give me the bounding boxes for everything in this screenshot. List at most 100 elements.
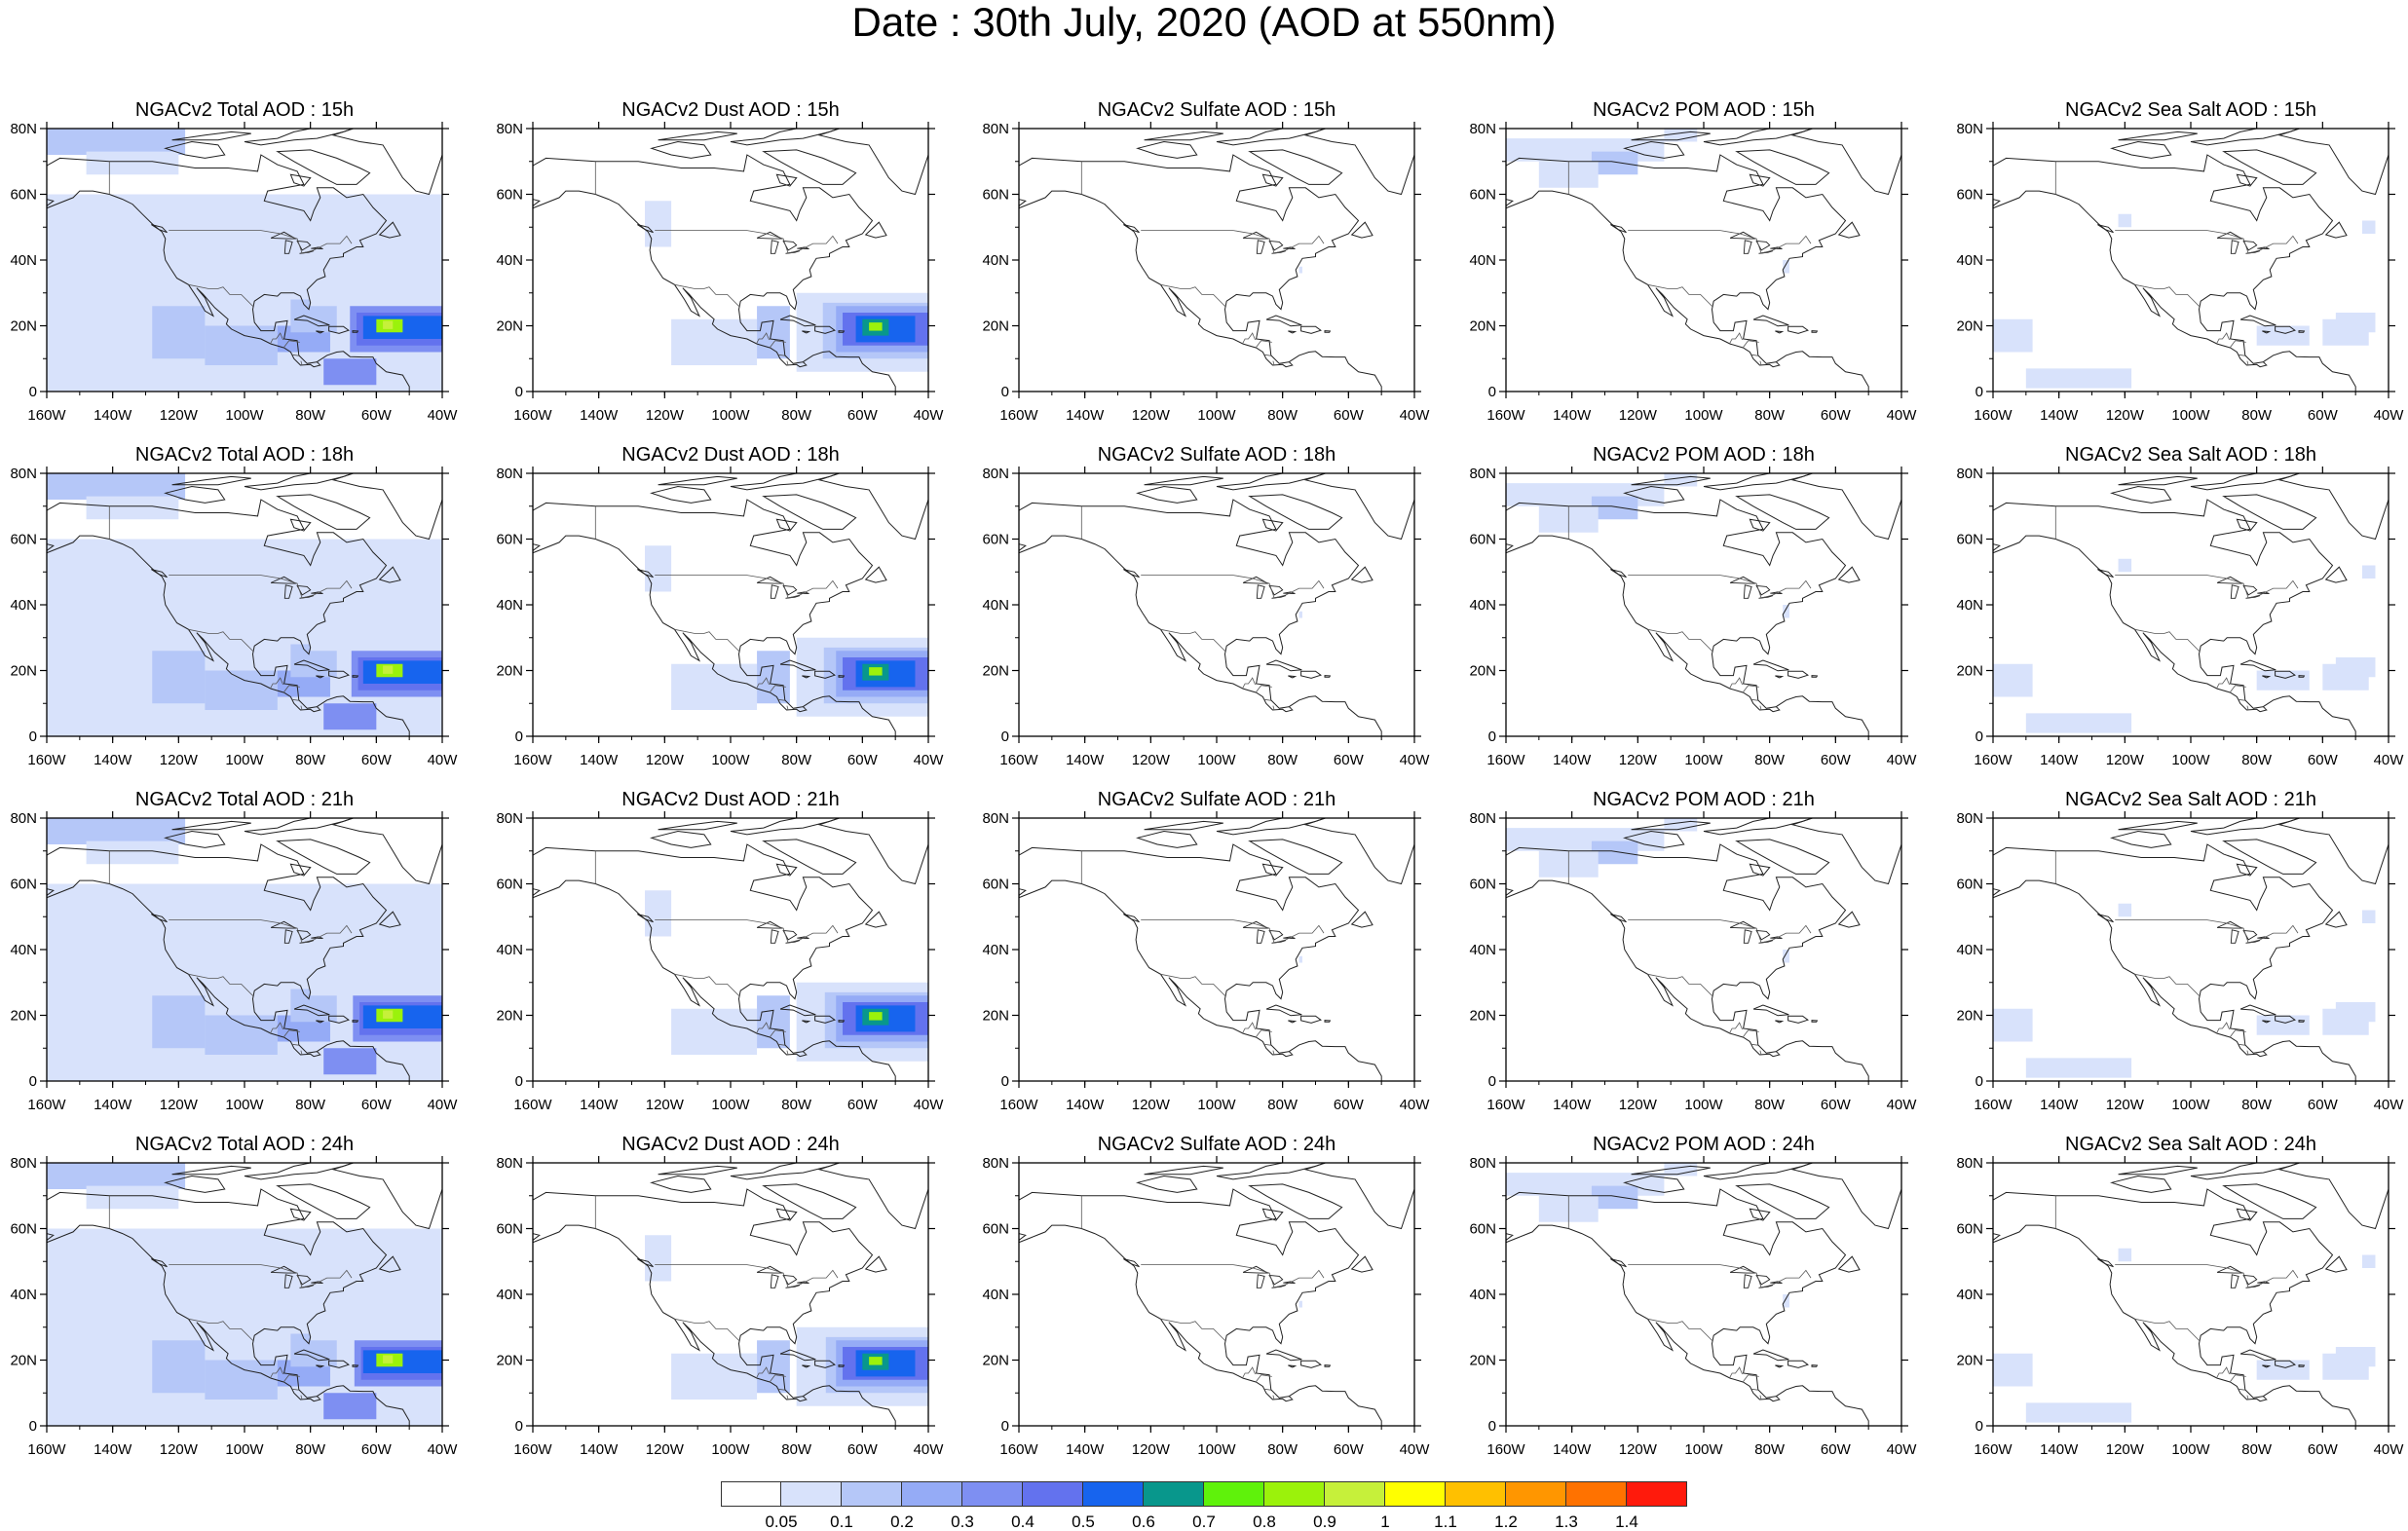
lon-tick-label: 80W: [2241, 752, 2273, 768]
aod-field-cell: [2025, 1402, 2132, 1423]
coastline: [637, 1258, 654, 1268]
lake-outline: [1242, 1265, 1270, 1274]
aod-field-cell: [2335, 1347, 2376, 1367]
lat-tick-label: 20N: [1956, 1008, 1983, 1025]
country-border: [300, 360, 303, 365]
coastline: [814, 1015, 836, 1024]
coastline: [730, 473, 841, 491]
colorbar-tick-label: 0.7: [1192, 1512, 1216, 1531]
country-border: [291, 1043, 299, 1046]
colorbar-legend: 0.05 0.1 0.2 0.3 0.4 0.5 0.6 0.7 0.8 0.9 1 1.1 1.2 1.…: [721, 1481, 1687, 1530]
coastline: [151, 569, 168, 579]
lon-tick-label: 160W: [999, 752, 1038, 768]
coastline: [2118, 475, 2198, 486]
aod-field-cell: [1591, 840, 1638, 865]
lon-tick-label: 40W: [2374, 752, 2405, 768]
panel-title: NGACv2 POM AOD : 15h: [1593, 99, 1815, 121]
lon-tick-label: 160W: [1974, 752, 2013, 768]
coastline: [317, 1385, 411, 1426]
country-border: [1759, 1050, 1762, 1055]
lat-tick-label: 20N: [10, 1353, 37, 1369]
colorbar-swatch: [1083, 1481, 1144, 1507]
lat-tick-label: 40N: [982, 1287, 1009, 1303]
coastline: [2097, 224, 2114, 234]
coastline: [164, 1175, 226, 1193]
lon-tick-label: 40W: [914, 1441, 945, 1458]
coastline: [2262, 1020, 2272, 1024]
lon-tick-label: 140W: [580, 407, 619, 424]
panel-title: NGACv2 Dust AOD : 15h: [621, 99, 840, 121]
map-plot: 80N 60N 40N 20N 0 160W 140W 120W 100W 80W 60W 40W: [982, 1155, 1430, 1458]
lon-tick-label: 80W: [2241, 1441, 2273, 1458]
coastline: [352, 1364, 359, 1367]
coastline: [331, 129, 442, 196]
lat-tick-label: 80N: [982, 810, 1009, 827]
aod-field-cell: [1993, 318, 2033, 353]
coastline: [2236, 863, 2258, 877]
country-border: [2246, 1050, 2249, 1055]
lake-outline: [770, 240, 779, 254]
coastline: [1123, 1258, 1140, 1268]
lake-outline: [270, 576, 298, 584]
coastline: [775, 518, 798, 532]
lat-tick-label: 80N: [1956, 466, 1983, 482]
lon-tick-label: 100W: [711, 1441, 750, 1458]
map-plot: 80N 60N 40N 20N 0 160W 140W 120W 100W 80W 60W 40W: [10, 810, 458, 1113]
coastline: [1300, 670, 1322, 679]
coastline: [244, 473, 355, 491]
lon-tick-label: 80W: [295, 407, 326, 424]
lat-tick-label: 40N: [496, 1287, 523, 1303]
coastline: [164, 485, 226, 504]
lat-tick-label: 80N: [10, 466, 37, 482]
country-border: [1742, 1029, 1759, 1038]
country-border: [282, 1374, 300, 1383]
country-border: [674, 1318, 740, 1341]
aod-field-cell: [2361, 220, 2376, 234]
aod-field-cell: [383, 1355, 394, 1363]
coastline: [316, 1020, 325, 1024]
country-border: [318, 1397, 320, 1400]
country-border: [1255, 685, 1272, 693]
coastline: [762, 1183, 857, 1219]
coastline: [2239, 1004, 2276, 1017]
coastline: [1790, 129, 1901, 196]
coastline: [316, 330, 325, 334]
aod-field-cell: [205, 325, 278, 365]
coastline: [533, 843, 874, 1058]
lon-tick-label: 100W: [1197, 752, 1236, 768]
lat-tick-label: 20N: [982, 663, 1009, 680]
lon-tick-label: 100W: [1684, 1441, 1723, 1458]
panel-title: NGACv2 Sea Salt AOD : 15h: [2065, 99, 2316, 121]
country-border: [1160, 1318, 1226, 1341]
country-border: [2229, 1374, 2246, 1383]
map-panel-seasalt-row-3: NGACv2 Sea Salt AOD : 21h 80N 60N 40N 20N 0 16…: [1954, 779, 2404, 1124]
map-plot: 80N 60N 40N 20N 0 160W 140W 120W 100W 80W 60W 40W: [1956, 121, 2404, 424]
lon-tick-label: 60W: [847, 1441, 879, 1458]
coastline: [1752, 315, 1789, 327]
country-border: [1252, 1022, 1256, 1030]
country-border: [786, 1395, 789, 1400]
coastline: [650, 830, 712, 848]
aod-field-cell: [671, 663, 758, 710]
lake-outline: [1268, 240, 1284, 251]
country-border: [1242, 1366, 1254, 1379]
country-border: [300, 1395, 303, 1400]
coastline: [276, 494, 371, 530]
lat-tick-label: 40N: [10, 942, 37, 958]
coastline: [1289, 351, 1383, 392]
colorbar-tick-label: 0.05: [765, 1512, 798, 1531]
map-panel-pom-row-1: NGACv2 POM AOD : 15h 80N 60N 40N 20N 0 160W 140…: [1467, 90, 1917, 434]
lake-outline: [1242, 920, 1270, 929]
lon-tick-label: 160W: [513, 752, 552, 768]
panel-title: NGACv2 Total AOD : 21h: [134, 789, 355, 810]
coastline: [1837, 911, 1861, 928]
country-border: [1759, 360, 1762, 365]
coastline: [1144, 131, 1223, 141]
lon-tick-label: 60W: [2308, 1441, 2339, 1458]
lon-tick-label: 60W: [2308, 407, 2339, 424]
country-border: [1141, 230, 1325, 254]
lon-tick-label: 100W: [1197, 1441, 1236, 1458]
lat-tick-label: 20N: [982, 1353, 1009, 1369]
lat-tick-label: 80N: [982, 1155, 1009, 1172]
coastline: [775, 863, 798, 877]
